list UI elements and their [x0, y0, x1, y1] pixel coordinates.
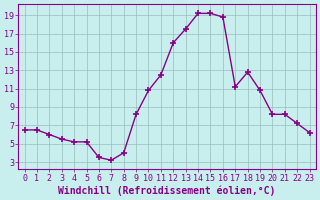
X-axis label: Windchill (Refroidissement éolien,°C): Windchill (Refroidissement éolien,°C) [58, 185, 276, 196]
